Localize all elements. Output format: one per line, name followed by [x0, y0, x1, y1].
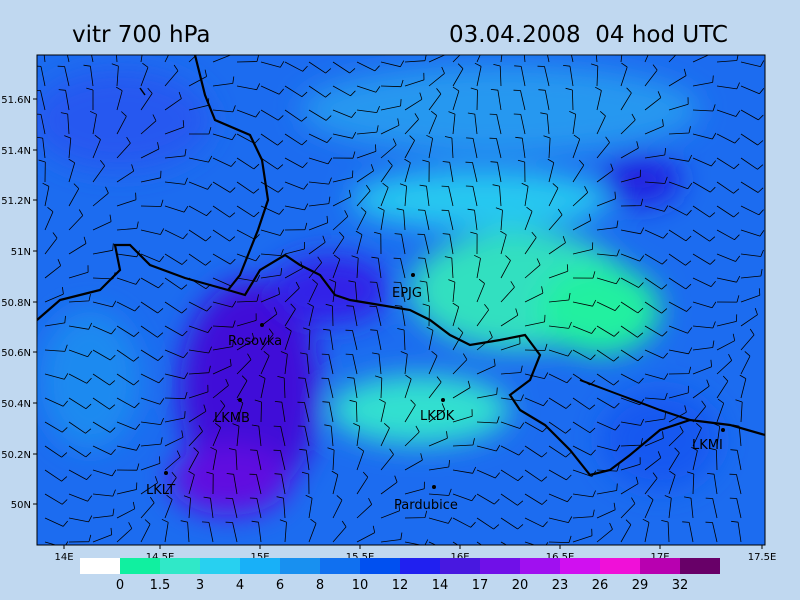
legend-label: 17	[472, 578, 489, 593]
legend-swatch	[80, 558, 120, 574]
station-dot	[238, 398, 242, 402]
wind-barbs	[37, 55, 765, 545]
station-dot	[432, 485, 436, 489]
legend-label: 8	[316, 578, 324, 593]
legend-swatch	[600, 558, 640, 574]
legend-label: 6	[276, 578, 284, 593]
lon-label: 14.5E	[146, 552, 175, 563]
lat-label: 51.6N	[1, 95, 31, 106]
shade	[350, 170, 610, 230]
shade	[37, 70, 210, 170]
legend: 0 1.5 3 4 6 8 10 12 14 17 20 23 26 29 32	[80, 558, 720, 593]
station-dot	[164, 471, 168, 475]
legend-swatch	[200, 558, 240, 574]
lat-label: 50.4N	[1, 399, 31, 410]
map-title: vitr 700 hPa	[72, 22, 211, 48]
shade	[170, 445, 290, 515]
legend-swatch	[120, 558, 160, 574]
lat-label: 50N	[11, 500, 31, 511]
legend-swatch	[320, 558, 360, 574]
lat-label: 50.2N	[1, 450, 31, 461]
legend-label: 14	[432, 578, 449, 593]
legend-label: 3	[196, 578, 204, 593]
station-label: EPJG	[392, 286, 422, 301]
legend-swatch	[280, 558, 320, 574]
legend-label: 12	[392, 578, 409, 593]
border	[227, 253, 765, 477]
station-label: LKMI	[692, 438, 723, 453]
legend-label: 10	[352, 578, 369, 593]
legend-swatch	[480, 558, 520, 574]
border	[37, 55, 270, 321]
lon-label: 17E	[650, 552, 669, 563]
shade	[600, 155, 680, 205]
legend-label: 4	[236, 578, 244, 593]
lon-label: 15.5E	[346, 552, 375, 563]
legend-label: 0	[116, 578, 124, 593]
legend-swatch	[240, 558, 280, 574]
wind-field	[37, 55, 765, 545]
river	[139, 87, 146, 96]
legend-label: 23	[552, 578, 569, 593]
station-label: LKLT	[146, 483, 175, 498]
lon-label: 15E	[250, 552, 269, 563]
shade	[330, 375, 510, 445]
map-time: 03.04.2008 04 hod UTC	[449, 22, 728, 48]
border	[579, 379, 691, 421]
shade	[300, 65, 700, 155]
lat-label: 50.6N	[1, 348, 31, 359]
axes: 51.6N 51.4N 51.2N 51N 50.8N 50.6N 50.4N 50.2N 50…	[1, 95, 776, 563]
lat-label: 51.4N	[1, 146, 31, 157]
stations: EPJG Rosovka LKMB LKDK LKLT Pardubice LKMI	[146, 273, 725, 513]
station-dot	[411, 273, 415, 277]
legend-swatch	[160, 558, 200, 574]
legend-label: 26	[592, 578, 609, 593]
legend-swatch	[440, 558, 480, 574]
legend-swatch	[560, 558, 600, 574]
lat-label: 50.8N	[1, 298, 31, 309]
station-dot	[441, 398, 445, 402]
legend-swatch	[520, 558, 560, 574]
lat-label: 51.2N	[1, 196, 31, 207]
legend-label: 20	[512, 578, 529, 593]
legend-swatch	[680, 558, 720, 574]
legend-swatch	[360, 558, 400, 574]
station-dot	[721, 428, 725, 432]
legend-swatch	[640, 558, 680, 574]
lon-label: 16E	[450, 552, 469, 563]
station-label: Pardubice	[394, 498, 458, 513]
station-dot	[260, 323, 264, 327]
legend-label: 32	[672, 578, 689, 593]
legend-label: 29	[632, 578, 649, 593]
station-label: LKMB	[214, 411, 250, 426]
lon-label: 17.5E	[748, 552, 777, 563]
lon-label: 16.5E	[546, 552, 575, 563]
station-label: Rosovka	[228, 334, 282, 349]
station-label: LKDK	[420, 409, 455, 424]
legend-swatch	[400, 558, 440, 574]
legend-label: 1.5	[150, 578, 171, 593]
lon-label: 14E	[54, 552, 73, 563]
lat-label: 51N	[11, 247, 31, 258]
